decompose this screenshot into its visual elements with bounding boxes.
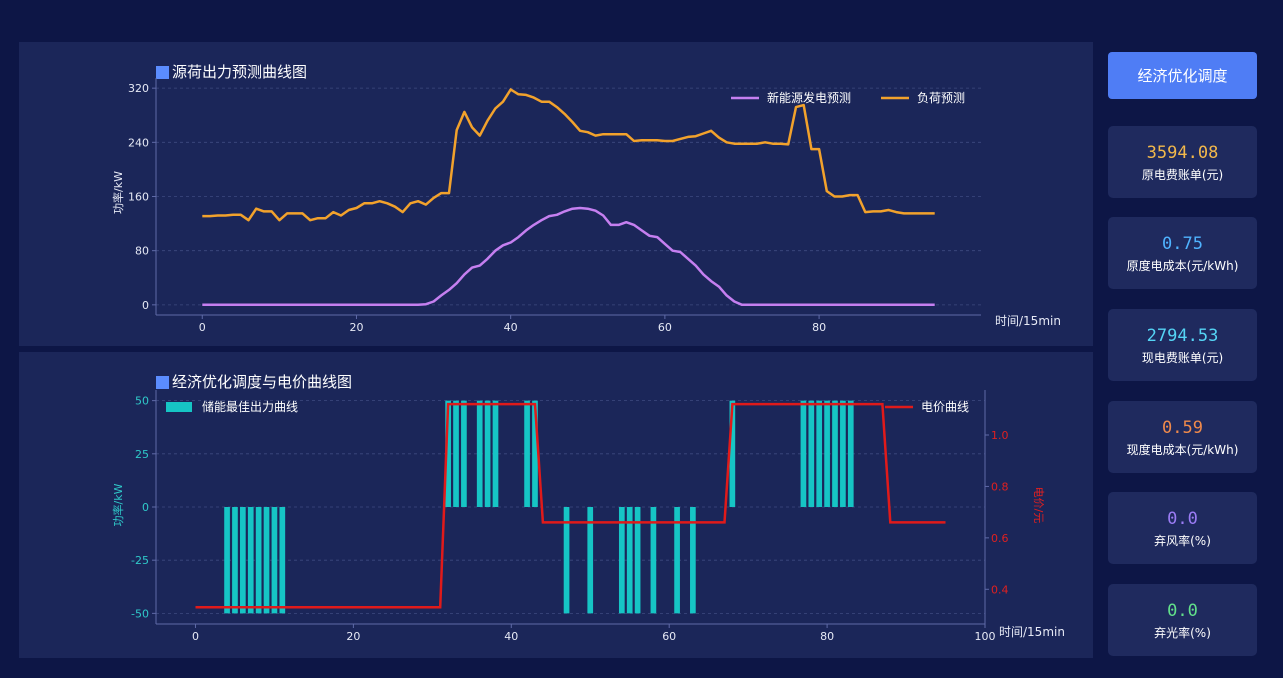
forecast-chart-title: 源荷出力预测曲线图 xyxy=(156,63,307,81)
storage-bar xyxy=(271,507,278,614)
storage-bar xyxy=(800,400,807,507)
storage-bar xyxy=(634,507,641,614)
y-tick-label: 240 xyxy=(128,136,149,149)
storage-bar xyxy=(618,507,625,614)
storage-bar xyxy=(232,507,238,614)
forecast-chart: 0 80 160 240 320 0 20 40 60 80 时间/15min 功率/kW 新能源发电预… xyxy=(111,78,1061,334)
storage-bar xyxy=(263,507,270,614)
storage-bar xyxy=(626,507,633,614)
storage-bar xyxy=(563,507,570,614)
current-unit-cost-value: 0.59 xyxy=(1162,418,1203,438)
wind-curtailment-label: 弃风率(%) xyxy=(1154,534,1211,548)
x-tick-label: 20 xyxy=(346,630,360,643)
storage-bar xyxy=(224,507,230,614)
y-axis-label: 功率/kW xyxy=(111,483,125,526)
y2-tick-label: 0.8 xyxy=(991,480,1009,493)
storage-bar xyxy=(484,400,491,507)
y2-axis-label: 电价/元 xyxy=(1032,487,1045,524)
storage-bar xyxy=(524,400,530,507)
solar-curtailment-label: 弃光率(%) xyxy=(1154,626,1211,640)
y-tick-label: 0 xyxy=(142,501,149,514)
renewable-forecast-line xyxy=(202,206,935,307)
y-tick-label: -50 xyxy=(131,607,149,620)
x-tick-label: 20 xyxy=(349,321,363,334)
x-tick-label: 80 xyxy=(812,321,826,334)
storage-bar xyxy=(240,507,246,614)
original-bill-card: 3594.08 原电费账单(元) xyxy=(1108,126,1257,198)
y2-tick-label: 0.6 xyxy=(991,532,1009,545)
storage-bar xyxy=(587,507,594,614)
legend-label: 新能源发电预测 xyxy=(767,90,851,105)
legend-label: 负荷预测 xyxy=(917,91,965,105)
dispatch-chart: -50 -25 0 25 50 0.4 0.6 0.8 1.0 0 20 40 60 80 100 时间/15… xyxy=(111,390,1065,643)
storage-bar xyxy=(847,400,854,507)
original-unit-cost-card: 0.75 原度电成本(元/kWh) xyxy=(1108,217,1257,289)
original-unit-cost-label: 原度电成本(元/kWh) xyxy=(1126,259,1239,273)
x-tick-label: 40 xyxy=(504,321,518,334)
storage-bar xyxy=(453,400,459,507)
storage-bar xyxy=(824,400,830,507)
legend-label: 电价曲线 xyxy=(921,400,969,414)
current-bill-value: 2794.53 xyxy=(1146,326,1219,346)
storage-bar xyxy=(674,507,680,614)
solar-curtailment-value: 0.0 xyxy=(1167,601,1198,621)
optimize-dispatch-button[interactable]: 经济优化调度 xyxy=(1108,52,1257,99)
y-tick-label: 320 xyxy=(128,82,149,95)
current-unit-cost-card: 0.59 现度电成本(元/kWh) xyxy=(1108,401,1257,473)
storage-bar xyxy=(650,507,657,614)
title-square-icon xyxy=(156,375,169,389)
y2-tick-label: 0.4 xyxy=(991,583,1009,596)
storage-bar xyxy=(255,507,262,614)
wind-curtailment-value: 0.0 xyxy=(1167,509,1198,529)
y-tick-label: 160 xyxy=(128,191,149,204)
forecast-chart-panel: 源荷出力预测曲线图 0 80 160 240 320 0 20 40 60 80 时间/15min 功… xyxy=(19,42,1093,346)
storage-bar xyxy=(832,400,838,507)
x-axis-label: 时间/15min xyxy=(999,625,1065,639)
dispatch-chart-title: 经济优化调度与电价曲线图 xyxy=(156,373,352,391)
current-bill-card: 2794.53 现电费账单(元) xyxy=(1108,309,1257,381)
y-tick-label: -25 xyxy=(131,554,149,567)
y-tick-label: 50 xyxy=(135,395,149,408)
y-tick-label: 0 xyxy=(142,299,149,312)
y2-tick-label: 1.0 xyxy=(991,429,1009,442)
x-tick-label: 60 xyxy=(658,321,672,334)
x-tick-label: 0 xyxy=(192,630,199,643)
y-tick-label: 25 xyxy=(135,448,149,461)
original-bill-value: 3594.08 xyxy=(1146,143,1219,163)
storage-bar xyxy=(445,400,451,507)
y-axis-label: 功率/kW xyxy=(111,171,125,214)
x-tick-label: 40 xyxy=(504,630,518,643)
legend-label: 储能最佳出力曲线 xyxy=(202,399,298,414)
original-bill-label: 原电费账单(元) xyxy=(1141,168,1224,182)
storage-bar xyxy=(461,400,467,507)
storage-bar xyxy=(816,400,823,507)
x-axis-label: 时间/15min xyxy=(995,314,1061,328)
storage-bar xyxy=(808,400,815,507)
title-square-icon xyxy=(156,65,169,79)
x-tick-label: 80 xyxy=(820,630,834,643)
current-bill-label: 现电费账单(元) xyxy=(1141,351,1224,365)
load-forecast-line xyxy=(202,88,935,222)
price-line xyxy=(195,402,946,609)
x-tick-label: 60 xyxy=(662,630,676,643)
storage-bar xyxy=(476,400,483,507)
x-tick-label: 0 xyxy=(199,321,206,334)
x-tick-label: 100 xyxy=(975,630,996,643)
solar-curtailment-card: 0.0 弃光率(%) xyxy=(1108,584,1257,656)
storage-bar xyxy=(532,400,538,507)
storage-bar xyxy=(840,400,846,507)
legend-swatch xyxy=(166,402,192,412)
current-unit-cost-label: 现度电成本(元/kWh) xyxy=(1126,443,1239,457)
storage-bar xyxy=(729,400,736,507)
storage-bar xyxy=(247,507,254,614)
storage-bar xyxy=(279,507,286,614)
wind-curtailment-card: 0.0 弃风率(%) xyxy=(1108,492,1257,564)
y-tick-label: 80 xyxy=(135,245,149,258)
dispatch-chart-panel: 经济优化调度与电价曲线图 -50 -25 0 25 50 0.4 0.6 0.8 1.0 0 20 4… xyxy=(19,352,1093,658)
storage-bar xyxy=(690,507,696,614)
original-unit-cost-value: 0.75 xyxy=(1162,234,1203,254)
storage-bar xyxy=(492,400,499,507)
